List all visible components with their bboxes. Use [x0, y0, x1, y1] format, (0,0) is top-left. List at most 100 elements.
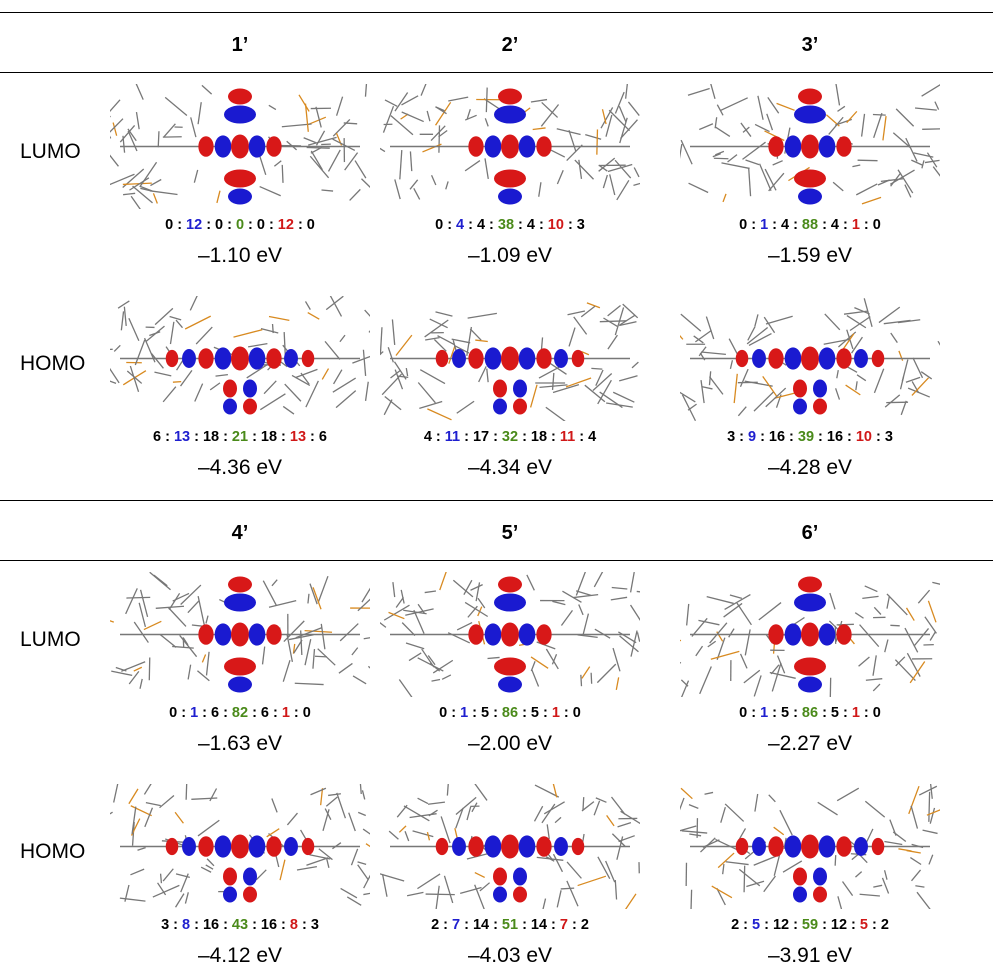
separator: :: [864, 217, 869, 233]
orbital-energy: –1.63 eV: [90, 732, 390, 756]
separator: :: [281, 429, 286, 445]
ratio-value: 4: [527, 217, 535, 233]
ratio-value: 6: [211, 705, 219, 721]
ratio-value: 11: [560, 429, 575, 445]
orbital-ratio: 0:1:4:88:4:1:0: [660, 217, 960, 233]
orbital-energy: –4.03 eV: [360, 944, 660, 968]
orbital-ratio: 3:8:16:43:16:8:3: [90, 917, 390, 933]
separator: :: [273, 705, 278, 721]
separator: :: [876, 429, 881, 445]
ratio-value: 11: [445, 429, 460, 445]
ratio-value: 39: [798, 429, 814, 445]
separator: :: [181, 705, 186, 721]
ratio-value: 3: [161, 917, 169, 933]
separator: :: [551, 917, 556, 933]
ratio-value: 2: [431, 917, 439, 933]
orbital-energy: –2.00 eV: [360, 732, 660, 756]
separator: :: [822, 705, 827, 721]
separator: :: [294, 705, 299, 721]
separator: :: [252, 429, 257, 445]
ratio-value: 16: [769, 429, 785, 445]
orbital-image: [380, 784, 640, 909]
separator: :: [518, 217, 523, 233]
separator: :: [760, 429, 765, 445]
separator: :: [206, 217, 211, 233]
orbital-energy: –3.91 eV: [660, 944, 960, 968]
ratio-value: 0: [303, 705, 311, 721]
separator: :: [843, 705, 848, 721]
separator: :: [818, 429, 823, 445]
separator: :: [252, 705, 257, 721]
ratio-value: 16: [261, 917, 277, 933]
separator: :: [252, 917, 257, 933]
ratio-value: 0: [307, 217, 315, 233]
orbital-image: [110, 84, 370, 209]
ratio-value: 1: [852, 217, 860, 233]
orbital-image: [380, 296, 640, 421]
ratio-value: 5: [752, 917, 760, 933]
separator: :: [522, 917, 527, 933]
ratio-value: 0: [573, 705, 581, 721]
orbital-ratio: 4:11:17:32:18:11:4: [360, 429, 660, 445]
ratio-value: 16: [203, 917, 219, 933]
row-label: HOMO: [20, 840, 85, 864]
ratio-value: 1: [282, 705, 290, 721]
separator: :: [443, 917, 448, 933]
separator: :: [194, 429, 199, 445]
ratio-value: 13: [290, 429, 306, 445]
ratio-value: 1: [190, 705, 198, 721]
rule-header: [0, 72, 993, 73]
separator: :: [227, 217, 232, 233]
ratio-value: 10: [548, 217, 564, 233]
ratio-value: 5: [831, 705, 839, 721]
separator: :: [493, 429, 498, 445]
ratio-value: 4: [831, 217, 839, 233]
separator: :: [493, 705, 498, 721]
orbital-ratio: 3:9:16:39:16:10:3: [660, 429, 960, 445]
column-header: 1’: [140, 34, 340, 57]
orbital-ratio: 0:1:5:86:5:1:0: [660, 705, 960, 721]
ratio-value: 3: [885, 429, 893, 445]
rule-top: [0, 12, 993, 13]
orbital-image: [380, 84, 640, 209]
separator: :: [572, 917, 577, 933]
ratio-value: 32: [502, 429, 518, 445]
separator: :: [764, 917, 769, 933]
ratio-value: 12: [278, 217, 294, 233]
ratio-value: 0: [873, 217, 881, 233]
ratio-value: 0: [257, 217, 265, 233]
separator: :: [451, 705, 456, 721]
ratio-value: 12: [186, 217, 202, 233]
ratio-value: 7: [560, 917, 568, 933]
ratio-value: 4: [477, 217, 485, 233]
separator: :: [281, 917, 286, 933]
orbital-energy: –4.34 eV: [360, 456, 660, 480]
orbital-energy: –4.28 eV: [660, 456, 960, 480]
separator: :: [302, 917, 307, 933]
separator: :: [310, 429, 315, 445]
orbital-ratio: 2:7:14:51:14:7:2: [360, 917, 660, 933]
orbital-ratio: 0:12:0:0:0:12:0: [90, 217, 390, 233]
orbital-energy: –1.10 eV: [90, 244, 390, 268]
orbital-ratio: 0:1:6:82:6:1:0: [90, 705, 390, 721]
ratio-value: 82: [232, 705, 248, 721]
ratio-value: 0: [165, 217, 173, 233]
separator: :: [793, 917, 798, 933]
ratio-value: 6: [261, 705, 269, 721]
ratio-value: 0: [215, 217, 223, 233]
ratio-value: 4: [456, 217, 464, 233]
ratio-value: 12: [773, 917, 789, 933]
ratio-value: 5: [481, 705, 489, 721]
separator: :: [468, 217, 473, 233]
ratio-value: 14: [531, 917, 547, 933]
rule-header: [0, 560, 993, 561]
ratio-value: 3: [727, 429, 735, 445]
ratio-value: 0: [435, 217, 443, 233]
ratio-value: 0: [439, 705, 447, 721]
separator: :: [223, 705, 228, 721]
orbital-ratio: 0:4:4:38:4:10:3: [360, 217, 660, 233]
ratio-value: 1: [852, 705, 860, 721]
ratio-value: 4: [781, 217, 789, 233]
ratio-value: 2: [731, 917, 739, 933]
orbital-image: [110, 572, 370, 697]
